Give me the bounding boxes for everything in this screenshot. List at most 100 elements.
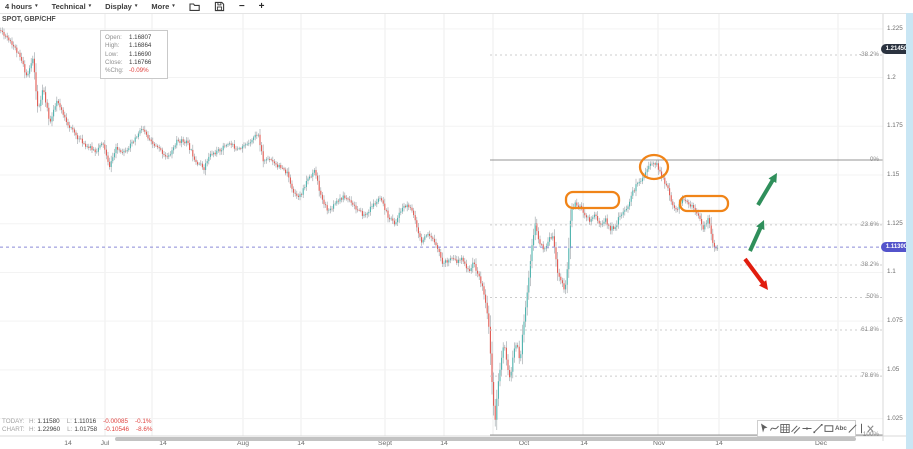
time-tick-label: 14 xyxy=(580,440,588,447)
today-low: 1.11016 xyxy=(73,418,97,425)
timeframe-menu[interactable]: 4 hours ▾ xyxy=(5,2,38,11)
left-shoulder-box xyxy=(564,190,621,210)
horizontal-scrollbar[interactable] xyxy=(0,436,883,441)
right-shoulder-box xyxy=(678,194,730,213)
fib-retracement-icon[interactable] xyxy=(780,422,790,435)
fib-level-label: 61.8% xyxy=(861,325,879,333)
ray-icon[interactable] xyxy=(848,422,857,435)
ohlc-open-value: 1.16807 xyxy=(129,34,152,41)
price-tick-label: 1.05 xyxy=(887,365,900,373)
today-label: TODAY: xyxy=(2,418,25,425)
fib-level-label: -38.2% xyxy=(859,50,879,58)
horizontal-line-icon[interactable] xyxy=(802,422,812,435)
price-badge-current: 1.11300 xyxy=(881,242,912,253)
status-bar: TODAY: H: 1.11580 L: 1.11016 -0.00085 -0… xyxy=(2,418,159,434)
today-high: 1.11580 xyxy=(37,418,60,425)
price-badge-upper: 1.21450 xyxy=(881,44,912,55)
chevron-down-icon: ▾ xyxy=(88,3,92,9)
high-key: H: xyxy=(29,426,36,434)
time-tick-label: 14 xyxy=(440,440,448,447)
ohlc-low-label: Low: xyxy=(105,50,119,58)
text-icon[interactable]: Abc xyxy=(835,422,847,435)
time-tick-label: Aug xyxy=(236,440,250,447)
ohlc-high-value: 1.16864 xyxy=(129,42,152,50)
chart-change: -0.10546 xyxy=(104,426,129,434)
trend-arrow xyxy=(748,225,763,252)
vertical-line-icon[interactable] xyxy=(858,422,865,435)
chart-label: CHART: xyxy=(2,426,25,434)
top-toolbar: 4 hours ▾ Technical ▾ Display ▾ More ▾ −… xyxy=(0,0,913,14)
zoom-in-button[interactable]: + xyxy=(258,0,265,12)
low-key: L: xyxy=(66,418,72,425)
time-tick-label: Nov xyxy=(652,440,666,447)
fib-level-label: 38.2% xyxy=(861,261,879,269)
price-tick-label: 1.025 xyxy=(887,414,903,422)
trend-arrow xyxy=(743,257,766,286)
chevron-down-icon: ▾ xyxy=(35,3,38,9)
high-key: H: xyxy=(29,418,36,425)
time-tick-label: Sept xyxy=(378,440,392,447)
ohlc-low-value: 1.16690 xyxy=(129,50,152,58)
low-key: L: xyxy=(67,426,73,434)
price-tick-label: 1.225 xyxy=(887,24,903,32)
fib-level-label: 23.6% xyxy=(861,220,879,228)
price-tick-label: 1.1 xyxy=(887,268,896,276)
channel-icon[interactable] xyxy=(791,422,801,435)
price-tick-label: 1.15 xyxy=(887,171,900,178)
time-tick-label: 14 xyxy=(159,440,167,447)
head-circle xyxy=(638,153,670,181)
ohlc-close-label: Close: xyxy=(105,58,123,66)
rectangle-icon[interactable] xyxy=(824,422,834,435)
chart-low: 1.01758 xyxy=(74,426,98,434)
save-icon[interactable] xyxy=(214,1,225,12)
price-tick-label: 1.2 xyxy=(887,73,896,81)
time-tick-label: 14 xyxy=(297,440,305,447)
technical-label: Technical xyxy=(51,2,86,11)
ohlc-close-value: 1.16766 xyxy=(129,58,152,66)
more-label: More xyxy=(151,2,170,11)
pointer-icon[interactable] xyxy=(760,422,769,435)
vertical-scrollbar[interactable] xyxy=(906,13,913,449)
price-tick-label: 1.175 xyxy=(887,122,903,130)
drawing-toolbar: Abc xyxy=(757,420,874,437)
fib-level-label: 0% xyxy=(869,155,879,163)
close-icon[interactable] xyxy=(866,422,875,435)
display-label: Display xyxy=(105,2,132,11)
time-tick-label: Jul xyxy=(100,440,110,447)
open-folder-icon[interactable] xyxy=(189,1,200,12)
ohlc-info-box: Open: 1.16807 High: 1.16864 Low: 1.16690 Cl… xyxy=(100,30,168,80)
time-tick-label: 14 xyxy=(715,440,723,447)
symbol-label: SPOT, GBP/CHF xyxy=(2,16,56,23)
trend-arrow xyxy=(756,177,776,207)
fib-level-label: 78.6% xyxy=(861,372,879,380)
trendline-icon[interactable] xyxy=(813,422,823,435)
time-tick-label: Dec xyxy=(814,440,828,447)
ohlc-chg-label: %Chg: xyxy=(105,67,124,75)
display-menu[interactable]: Display ▾ xyxy=(105,2,137,11)
price-tick-label: 1.125 xyxy=(887,219,903,227)
technical-menu[interactable]: Technical ▾ xyxy=(52,2,92,11)
chart-change-pct: -8.6% xyxy=(135,426,153,434)
ohlc-high-label: High: xyxy=(105,42,120,50)
chevron-down-icon: ▾ xyxy=(134,3,138,9)
freehand-icon[interactable] xyxy=(770,422,779,435)
price-tick-label: 1.075 xyxy=(887,317,903,325)
ohlc-open-label: Open: xyxy=(105,34,122,41)
time-tick-label: Oct xyxy=(518,440,530,447)
zoom-out-button[interactable]: − xyxy=(238,0,245,12)
chevron-down-icon: ▾ xyxy=(172,3,175,9)
fib-level-label: 100% xyxy=(862,430,879,438)
time-tick-label: 14 xyxy=(64,440,72,447)
status-row-today: TODAY: H: 1.11580 L: 1.11016 -0.00085 -0… xyxy=(2,418,159,426)
today-change: -0.00085 xyxy=(103,418,129,425)
timeframe-label: 4 hours xyxy=(5,2,33,11)
scrollbar-thumb[interactable] xyxy=(115,437,856,441)
fib-level-label: 50% xyxy=(866,293,879,301)
ohlc-chg-value: -0.09% xyxy=(129,67,149,75)
today-change-pct: -0.1% xyxy=(135,418,152,425)
status-row-chart: CHART: H: 1.22960 L: 1.01758 -0.10546 -8… xyxy=(2,426,159,434)
chart-high: 1.22960 xyxy=(37,426,61,434)
abc-label: Abc xyxy=(835,425,847,432)
more-menu[interactable]: More ▾ xyxy=(151,2,174,11)
